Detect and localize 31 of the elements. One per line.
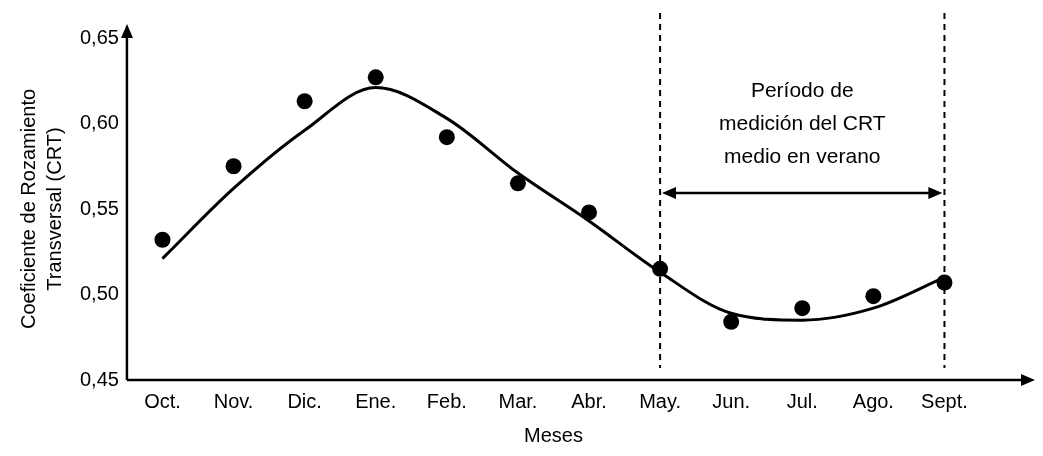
x-tick-label: Sept. (921, 389, 968, 412)
x-tick-label: May. (639, 389, 682, 412)
x-tick-label: Nov. (213, 389, 254, 412)
point (865, 288, 882, 305)
x-tick-label: Jun. (712, 389, 751, 412)
x-tick-label: Jul. (786, 389, 818, 412)
x-tick-label: Dic. (287, 389, 322, 412)
point (438, 129, 455, 146)
y-tick-label: 0,65 (79, 25, 119, 48)
x-tick-label: Ago. (852, 389, 894, 412)
x-tick-label: Abr. (571, 389, 607, 412)
y-tick-label: 0,55 (79, 196, 119, 219)
point (723, 313, 740, 330)
point (154, 231, 171, 248)
y-axis-title: Coeficiente de Rozamiento Transversal (CRT) (16, 88, 65, 330)
point (581, 204, 598, 221)
x-tick-label: Oct. (144, 389, 181, 412)
x-tick-label: Feb. (426, 389, 467, 412)
point (652, 260, 669, 277)
point (225, 158, 242, 175)
annotation: Período de medición del CRT medio en verano (719, 77, 886, 167)
y-tick-label: 0,50 (79, 282, 119, 305)
x-axis-title: Meses (524, 423, 583, 446)
point (367, 69, 384, 86)
point (296, 93, 313, 110)
y-tick-label: 0,45 (79, 367, 119, 390)
x-tick-label: Mar. (498, 389, 538, 412)
point (509, 175, 526, 192)
y-tick-label: 0,60 (79, 111, 119, 134)
x-tick-label: Ene. (355, 389, 397, 412)
point (794, 300, 811, 317)
